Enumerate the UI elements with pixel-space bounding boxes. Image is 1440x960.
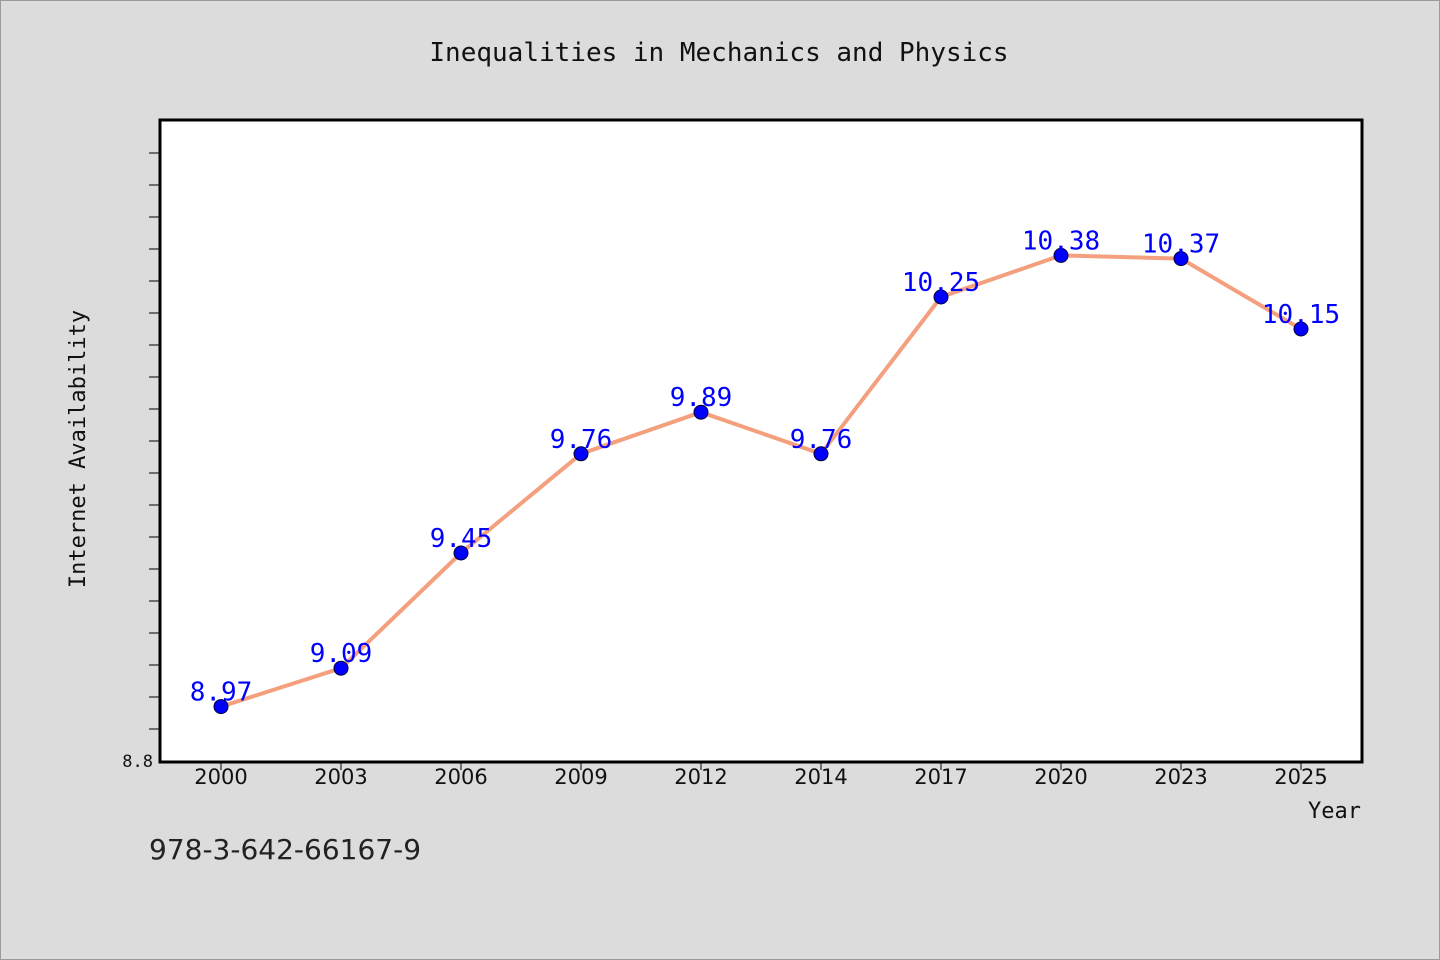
y-axis-ticks [149, 152, 160, 730]
data-label: 10.25 [902, 268, 980, 298]
series-line [220, 253, 1303, 709]
x-tick-label: 2006 [434, 765, 487, 789]
x-axis-ticks [220, 762, 1302, 770]
data-label: 9.76 [790, 425, 853, 455]
isbn-label: 978-3-642-66167-9 [149, 833, 422, 866]
data-point [453, 545, 469, 561]
data-label: 8.97 [190, 678, 253, 708]
x-tick-label: 2025 [1274, 765, 1327, 789]
chart-title: Inequalities in Mechanics and Physics [429, 38, 1008, 68]
x-tick-label: 2003 [314, 765, 367, 789]
x-tick-labels: 2000 2003 2006 2009 2012 2014 2017 2020 2023 2025 [194, 765, 1327, 789]
data-label: 9.09 [310, 639, 373, 669]
x-axis-label: Year [1308, 799, 1361, 824]
data-point [933, 289, 949, 305]
data-label: 9.89 [670, 383, 733, 413]
data-point [1173, 251, 1189, 267]
y-axis-label: Internet Availability [66, 310, 91, 588]
data-point [1293, 321, 1309, 337]
series-group: 8.97 9.09 9.45 9.76 9.89 9.76 10.25 10.38 10.37 1… [190, 226, 1340, 715]
data-label: 10.37 [1142, 230, 1220, 260]
x-tick-label: 2012 [674, 765, 727, 789]
data-point [213, 699, 229, 715]
plot-area [158, 118, 1364, 764]
x-tick-label: 2009 [554, 765, 607, 789]
data-point [573, 446, 589, 462]
x-tick-label: 2000 [194, 765, 247, 789]
x-tick-label: 2014 [794, 765, 847, 789]
data-point [693, 404, 709, 420]
x-tick-label: 2017 [914, 765, 967, 789]
x-tick-label: 2023 [1154, 765, 1207, 789]
data-point [333, 660, 349, 676]
data-point [813, 446, 829, 462]
data-label: 10.15 [1262, 300, 1340, 330]
data-label: 9.76 [550, 425, 613, 455]
y-tick-label: 8.8 [122, 752, 153, 772]
data-point [1053, 247, 1069, 263]
data-label: 9.45 [430, 524, 493, 554]
data-label: 10.38 [1022, 226, 1100, 256]
x-tick-label: 2020 [1034, 765, 1087, 789]
